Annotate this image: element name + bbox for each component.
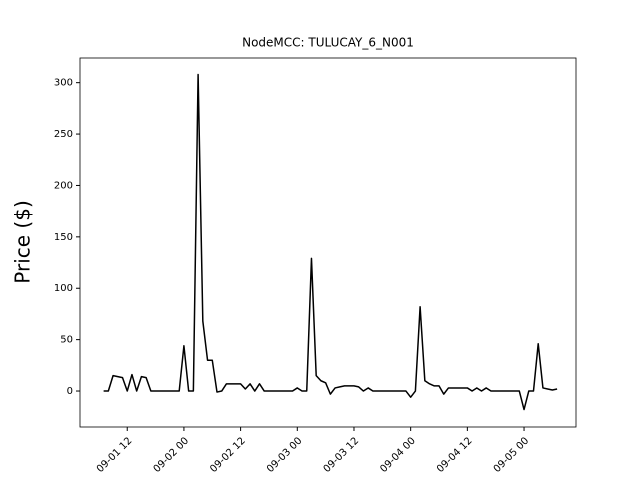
x-tick-label: 09-02 12 — [208, 435, 248, 475]
x-tick-label: 09-02 00 — [152, 435, 192, 475]
x-tick-label: 09-03 12 — [322, 435, 362, 475]
y-tick-label: 150 — [54, 232, 73, 243]
y-tick-label: 50 — [60, 335, 73, 346]
y-tick-label: 100 — [54, 283, 73, 294]
y-tick-label: 250 — [54, 129, 73, 140]
x-tick-label: 09-04 12 — [435, 435, 475, 475]
chart-title: NodeMCC: TULUCAY_6_N001 — [242, 36, 414, 50]
y-tick-label: 0 — [67, 386, 73, 397]
x-tick-label: 09-01 12 — [95, 435, 135, 475]
x-tick-label: 09-04 00 — [378, 435, 418, 475]
y-tick-label: 200 — [54, 180, 73, 191]
plot-frame — [79, 57, 577, 428]
y-axis-label: Price ($) — [11, 200, 35, 283]
x-tick-label: 09-03 00 — [265, 435, 305, 475]
series-line — [103, 73, 558, 411]
y-tick-label: 300 — [54, 78, 73, 89]
x-tick-label: 09-05 00 — [492, 435, 532, 475]
